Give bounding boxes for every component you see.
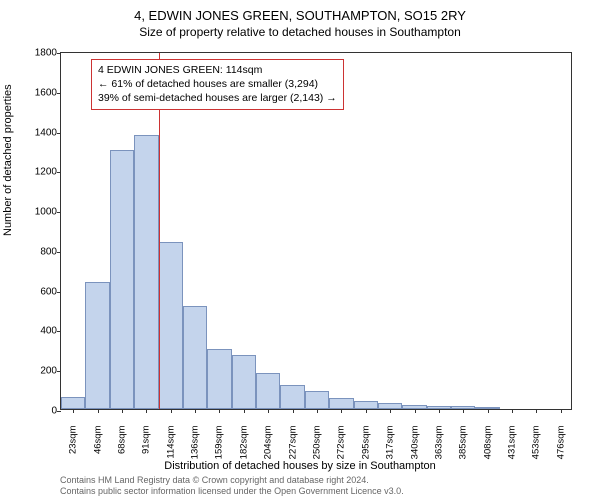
attribution: Contains HM Land Registry data © Crown c… xyxy=(60,475,404,498)
histogram-bar xyxy=(183,306,207,409)
histogram-bar xyxy=(354,401,378,409)
x-tick-mark xyxy=(341,409,342,413)
x-tick-mark xyxy=(146,409,147,413)
y-tick-label: 800 xyxy=(23,246,57,257)
y-tick-mark xyxy=(57,252,61,253)
y-tick-label: 1800 xyxy=(23,48,57,59)
y-tick-mark xyxy=(57,331,61,332)
x-tick-mark xyxy=(317,409,318,413)
y-tick-label: 1600 xyxy=(23,87,57,98)
plot-area: 02004006008001000120014001600180023sqm46… xyxy=(60,52,572,410)
histogram-bar xyxy=(329,398,353,409)
histogram-bar xyxy=(134,135,158,409)
x-tick-mark xyxy=(122,409,123,413)
annotation-line: 4 EDWIN JONES GREEN: 114sqm xyxy=(98,63,337,77)
x-axis-label: Distribution of detached houses by size … xyxy=(0,460,600,472)
y-tick-label: 1200 xyxy=(23,167,57,178)
x-tick-mark xyxy=(293,409,294,413)
y-tick-mark xyxy=(57,292,61,293)
y-tick-label: 200 xyxy=(23,366,57,377)
x-tick-mark xyxy=(366,409,367,413)
x-tick-mark xyxy=(219,409,220,413)
x-tick-mark xyxy=(195,409,196,413)
y-tick-mark xyxy=(57,411,61,412)
y-tick-mark xyxy=(57,53,61,54)
y-tick-mark xyxy=(57,172,61,173)
y-tick-label: 400 xyxy=(23,326,57,337)
y-axis-label: Number of detached properties xyxy=(2,84,14,236)
chart-title: 4, EDWIN JONES GREEN, SOUTHAMPTON, SO15 … xyxy=(0,0,600,23)
annotation-box: 4 EDWIN JONES GREEN: 114sqm← 61% of deta… xyxy=(91,59,344,110)
x-tick-mark xyxy=(561,409,562,413)
x-tick-mark xyxy=(98,409,99,413)
x-tick-mark xyxy=(463,409,464,413)
y-tick-mark xyxy=(57,133,61,134)
histogram-bar xyxy=(256,373,280,409)
histogram-bar xyxy=(207,349,231,409)
x-tick-mark xyxy=(73,409,74,413)
annotation-line: ← 61% of detached houses are smaller (3,… xyxy=(98,77,337,91)
annotation-line: 39% of semi-detached houses are larger (… xyxy=(98,91,337,105)
histogram-bar xyxy=(280,385,304,409)
y-tick-mark xyxy=(57,371,61,372)
y-tick-mark xyxy=(57,93,61,94)
attribution-line: Contains public sector information licen… xyxy=(60,486,404,498)
x-tick-mark xyxy=(171,409,172,413)
x-tick-mark xyxy=(415,409,416,413)
y-tick-label: 1000 xyxy=(23,207,57,218)
histogram-bar xyxy=(305,391,329,409)
y-tick-label: 0 xyxy=(23,406,57,417)
y-tick-label: 600 xyxy=(23,286,57,297)
x-tick-mark xyxy=(536,409,537,413)
chart-subtitle: Size of property relative to detached ho… xyxy=(0,23,600,39)
x-tick-mark xyxy=(512,409,513,413)
histogram-bar xyxy=(61,397,85,409)
x-tick-mark xyxy=(244,409,245,413)
x-tick-mark xyxy=(268,409,269,413)
histogram-bar xyxy=(110,150,134,409)
attribution-line: Contains HM Land Registry data © Crown c… xyxy=(60,475,404,487)
y-tick-mark xyxy=(57,212,61,213)
histogram-bar xyxy=(85,282,109,409)
x-tick-mark xyxy=(488,409,489,413)
histogram-bar xyxy=(159,242,183,409)
y-tick-label: 1400 xyxy=(23,127,57,138)
histogram-bar xyxy=(232,355,256,409)
x-tick-mark xyxy=(439,409,440,413)
x-tick-mark xyxy=(390,409,391,413)
chart-container: 4, EDWIN JONES GREEN, SOUTHAMPTON, SO15 … xyxy=(0,0,600,500)
